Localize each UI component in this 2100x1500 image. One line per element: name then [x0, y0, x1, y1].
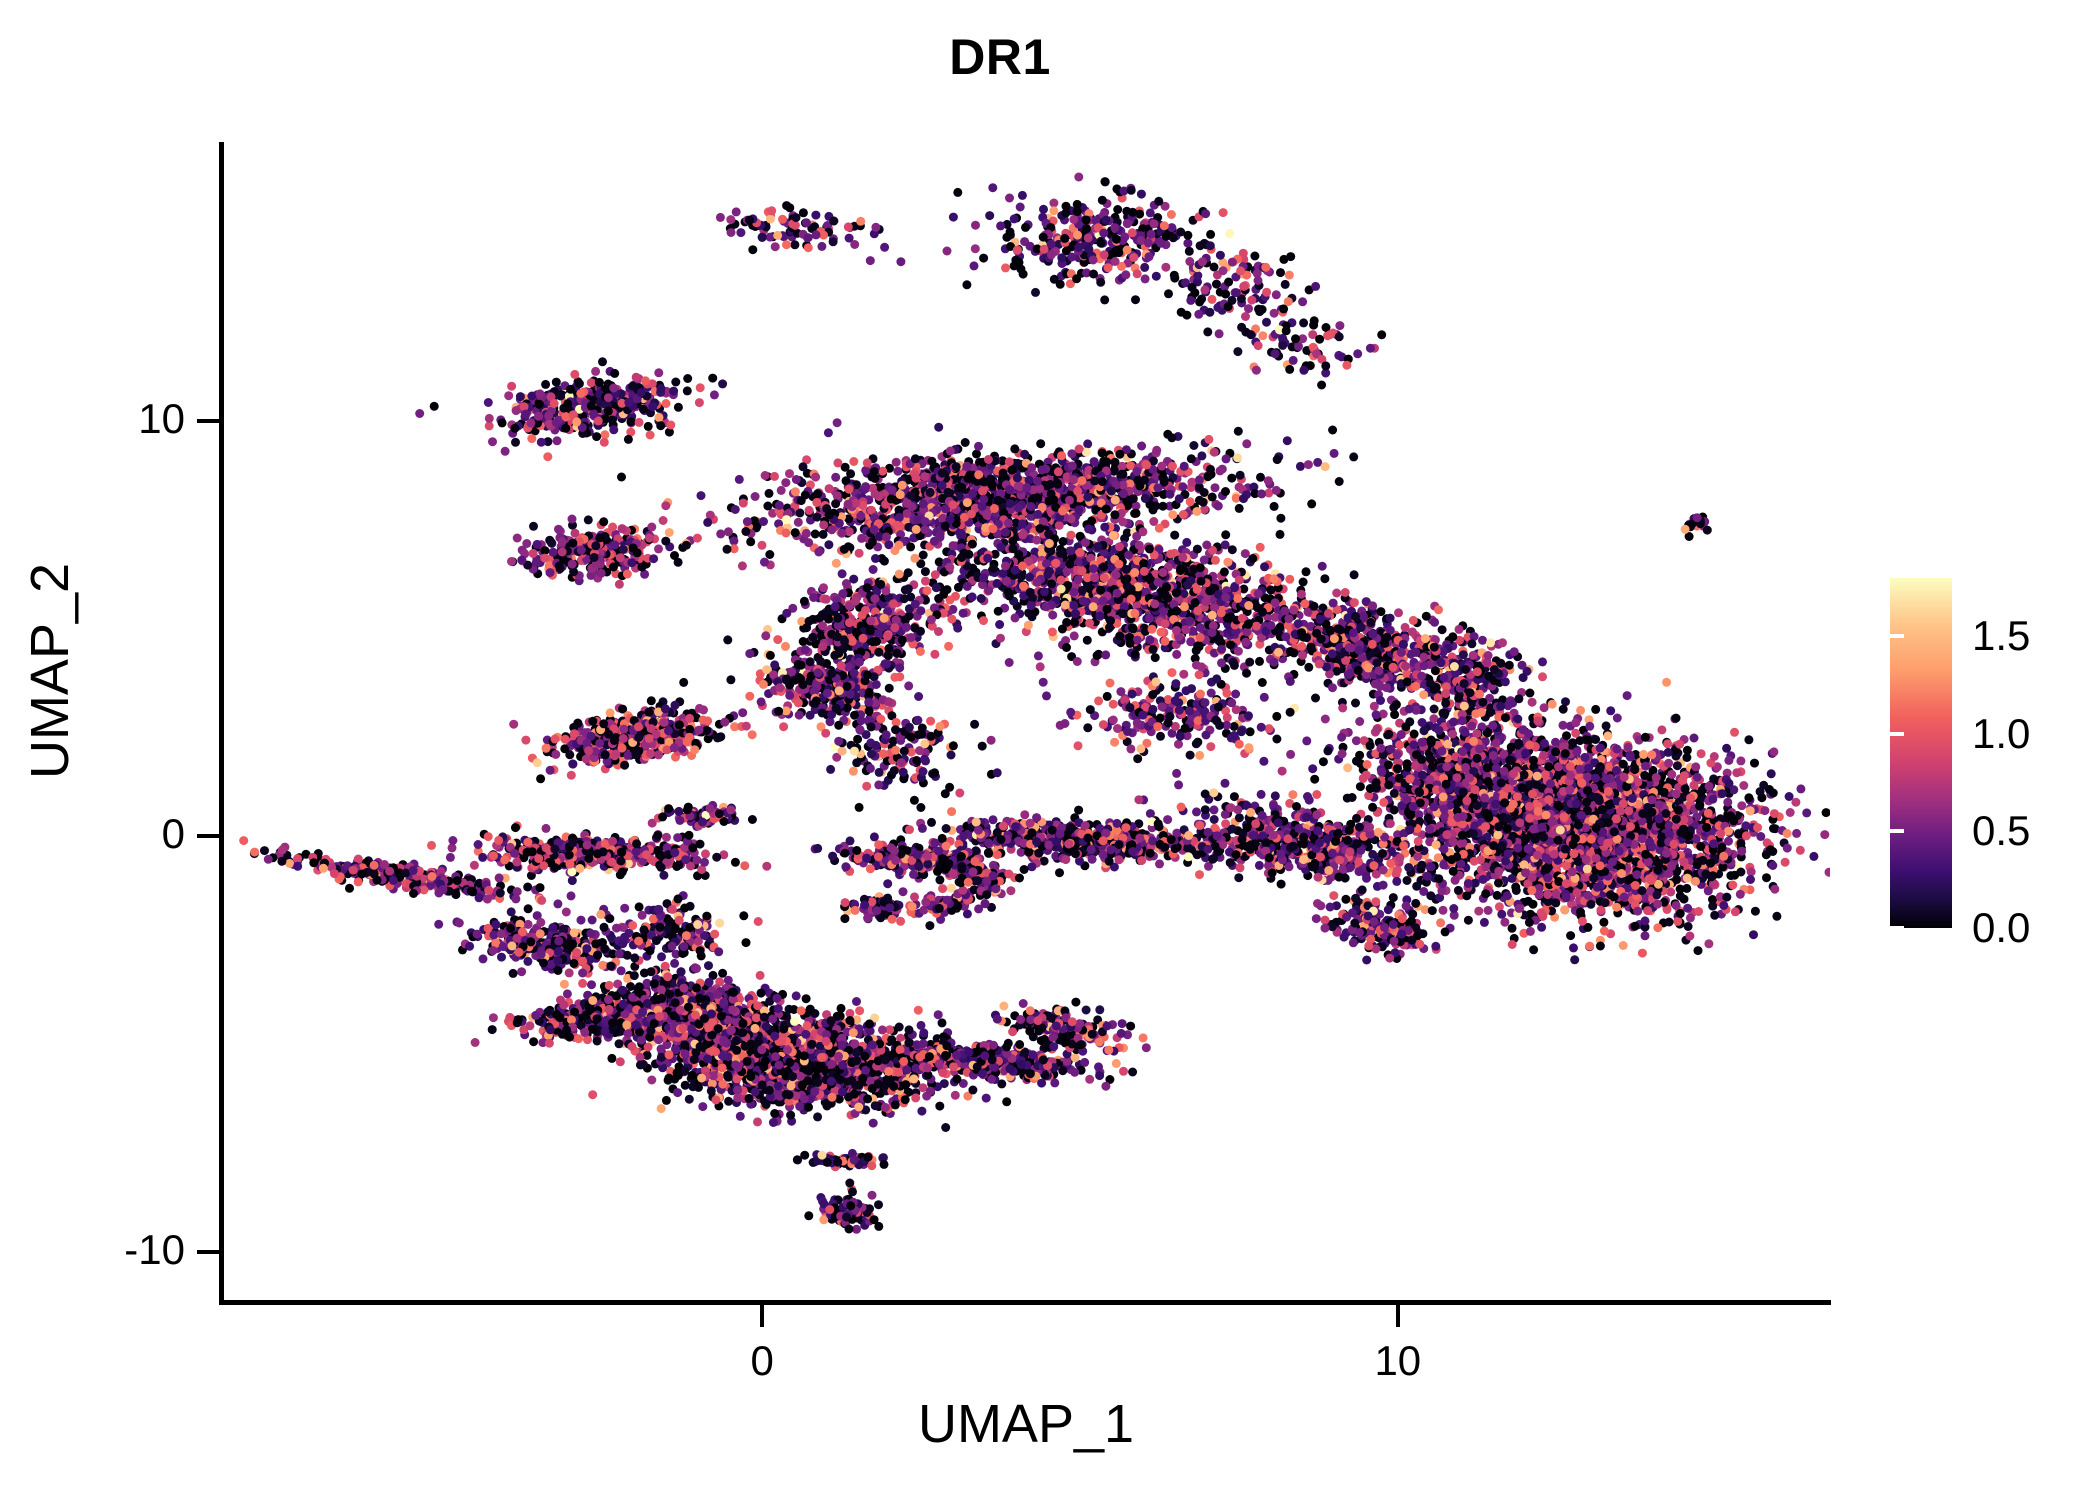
- colorbar-tick-mark: [1890, 634, 1904, 639]
- colorbar-tick-label: 0.0: [1972, 904, 2031, 951]
- colorbar-tick-label: 0.5: [1972, 806, 2031, 854]
- y-tick-label: -10: [124, 1226, 185, 1274]
- x-tick-label: 0: [750, 1337, 774, 1384]
- colorbar-tick-mark: [2076, 731, 2090, 736]
- colorbar-tick-mark: [1890, 926, 1904, 930]
- colorbar-tick-mark: [1890, 828, 1904, 833]
- x-tick-mark: [1395, 1305, 1400, 1327]
- colorbar-tick-mark: [2076, 634, 2090, 639]
- colorbar-tick-label: 1.5: [1972, 612, 2031, 660]
- y-tick-mark: [197, 418, 219, 423]
- y-tick-label: 0: [161, 810, 185, 858]
- x-axis-label: UMAP_1: [917, 1394, 1135, 1454]
- x-tick-label: 10: [1374, 1337, 1422, 1384]
- page-title: DR1: [949, 29, 1051, 85]
- x-tick-mark: [760, 1305, 765, 1327]
- colorbar-tick-label: 1.0: [1972, 709, 2031, 757]
- colorbar-tick-mark: [1890, 731, 1904, 736]
- y-tick-mark: [197, 834, 219, 839]
- scatter-points-layer: [239, 172, 1830, 1234]
- colorbar-tick-mark: [2076, 926, 2090, 930]
- y-axis-line: [219, 142, 224, 1305]
- x-axis-line: [219, 1300, 1831, 1305]
- plot-panel: [222, 142, 1830, 1302]
- y-tick-mark: [197, 1250, 219, 1255]
- y-tick-label: 10: [138, 394, 185, 442]
- y-axis-label: UMAP_2: [20, 562, 80, 780]
- colorbar-tick-mark: [2076, 828, 2090, 833]
- colorbar-gradient: [1890, 578, 1952, 928]
- colorbar-legend: 0.0 0.5 1.0 1.5: [1890, 578, 2090, 951]
